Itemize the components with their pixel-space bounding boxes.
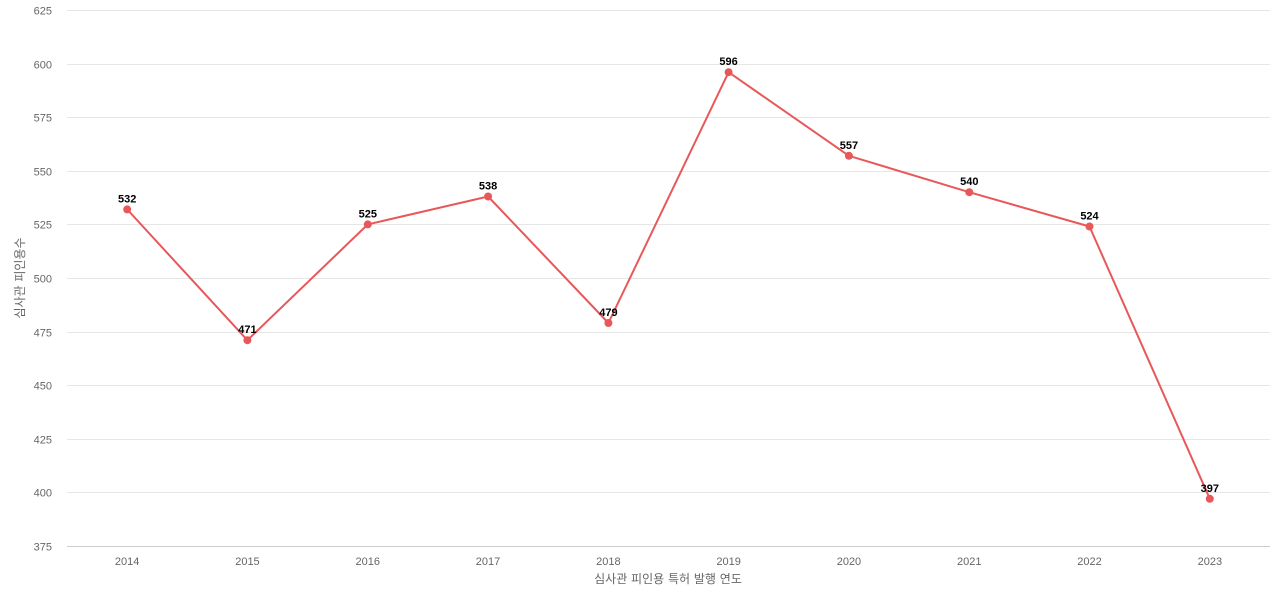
y-tick-label: 475 — [34, 328, 52, 340]
data-label: 557 — [840, 140, 858, 152]
data-label: 538 — [479, 181, 497, 193]
y-tick-label: 425 — [34, 435, 52, 447]
data-point[interactable] — [1085, 222, 1094, 231]
x-tick-label: 2021 — [957, 556, 981, 568]
y-tick-label: 525 — [34, 220, 52, 232]
data-point[interactable] — [604, 319, 613, 327]
data-label: 540 — [960, 176, 978, 188]
axis-layer: 375 400 425 450 475 500 525 550 575 600 625 2014 201… — [34, 6, 1270, 568]
y-tick-label: 400 — [34, 488, 52, 500]
series-line — [126, 71, 1211, 500]
y-tick-label: 500 — [34, 274, 52, 286]
y-tick-label: 550 — [34, 167, 52, 179]
y-tick-label: 625 — [34, 6, 52, 18]
x-tick-label: 2022 — [1077, 556, 1101, 568]
x-tick-label: 2014 — [115, 556, 139, 568]
label-layer: 532 471 525 538 479 596 557 540 524 397 — [118, 56, 1219, 495]
y-tick-label: 575 — [34, 113, 52, 125]
series-layer — [123, 68, 1214, 503]
data-label: 479 — [599, 307, 617, 319]
x-axis-title: 심사관 피인용 특허 발행 연도 — [594, 571, 742, 586]
data-point[interactable] — [363, 220, 372, 229]
data-label: 532 — [118, 193, 136, 205]
x-tick-label: 2023 — [1198, 556, 1222, 568]
data-label: 524 — [1080, 211, 1099, 223]
x-tick-label: 2018 — [596, 556, 620, 568]
data-point[interactable] — [1205, 494, 1214, 503]
y-tick-label: 375 — [34, 542, 52, 554]
x-tick-label: 2017 — [476, 556, 500, 568]
grid-layer — [67, 10, 1270, 493]
data-point[interactable] — [965, 188, 974, 197]
x-tick-label: 2019 — [716, 556, 740, 568]
y-axis-title: 심사관 피인용수 — [13, 237, 27, 318]
data-point[interactable] — [484, 192, 493, 201]
x-tick-label: 2016 — [356, 556, 380, 568]
y-tick-label: 600 — [34, 60, 52, 72]
data-label: 596 — [719, 56, 737, 68]
x-tick-label: 2020 — [837, 556, 861, 568]
data-point[interactable] — [243, 336, 252, 345]
x-tick-label: 2015 — [235, 556, 259, 568]
data-label: 525 — [359, 208, 377, 220]
data-point[interactable] — [724, 68, 733, 77]
data-label: 397 — [1201, 483, 1219, 495]
y-tick-label: 450 — [34, 381, 52, 393]
data-point[interactable] — [844, 151, 853, 160]
data-point[interactable] — [123, 205, 132, 214]
data-label: 471 — [238, 324, 256, 336]
